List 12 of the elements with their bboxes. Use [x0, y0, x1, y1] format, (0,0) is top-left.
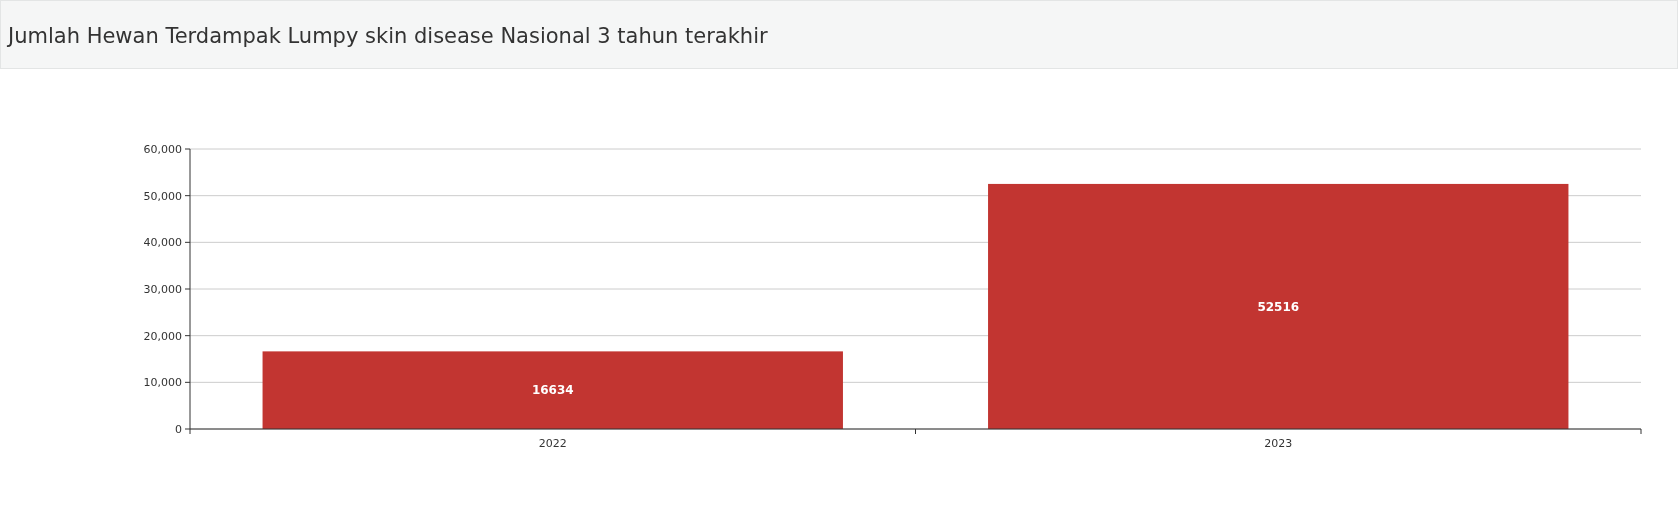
x-tick-label: 2023 — [1264, 436, 1293, 450]
y-tick-label: 40,000 — [143, 236, 182, 250]
y-tick-label: 0 — [175, 422, 182, 436]
y-tick-label: 30,000 — [143, 282, 182, 296]
x-tick-label: 2022 — [538, 436, 567, 450]
chart-title: Jumlah Hewan Terdampak Lumpy skin disease Nasional 3 tahun terakhir — [6, 24, 768, 49]
data-label: 52516 — [1257, 299, 1300, 314]
y-tick-label: 20,000 — [143, 329, 182, 343]
y-tick-label: 60,000 — [143, 142, 182, 156]
y-tick-label: 10,000 — [143, 376, 182, 390]
y-tick-label: 50,000 — [143, 189, 182, 203]
data-label: 16634 — [531, 383, 574, 398]
